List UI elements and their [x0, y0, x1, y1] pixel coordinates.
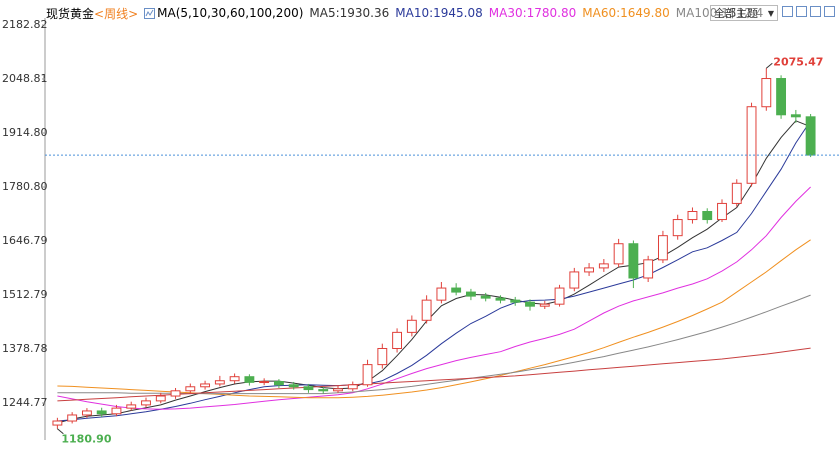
candle-body — [672, 219, 683, 237]
candle-body — [702, 210, 713, 221]
candle-body — [126, 404, 137, 409]
candle-body — [761, 78, 772, 108]
ma-line — [57, 120, 811, 424]
candle-body — [525, 301, 535, 307]
candle-body — [436, 287, 447, 301]
low-label: 1180.90 — [61, 433, 111, 446]
candle-body — [111, 407, 122, 415]
header: 现货黄金 <周线> MA(5,10,30,60,100,200) MA5:1930… — [0, 0, 840, 26]
candle-body — [717, 202, 727, 221]
ma-line — [57, 239, 811, 399]
candle-body — [244, 376, 255, 383]
high-pointer — [765, 62, 773, 69]
candle-body — [790, 114, 801, 118]
candle-body — [347, 384, 358, 390]
candle-body — [185, 386, 196, 392]
candle-body — [643, 259, 654, 279]
candle-body — [746, 106, 757, 184]
legend-entry: MA100:1512.4 — [675, 6, 764, 20]
instrument: 现货黄金 — [46, 6, 95, 21]
icon-button[interactable] — [796, 6, 807, 17]
candle-body — [554, 287, 565, 305]
y-tick-label: 1244.77 — [2, 396, 48, 409]
legend-entry: MA60:1649.80 — [582, 6, 670, 20]
dropdown-arrow: ▼ — [767, 9, 774, 18]
ma-line — [57, 120, 812, 422]
ma-line — [57, 294, 811, 395]
icon-button[interactable] — [810, 6, 821, 17]
candle-body — [214, 380, 225, 385]
candle-body — [141, 400, 151, 406]
legend: MA5:1930.36 MA10:1945.08 MA30:1780.80 MA60:… — [309, 6, 763, 20]
candle-body — [392, 331, 403, 349]
legend-entry: MA30:1780.80 — [488, 6, 577, 20]
candle-body — [406, 319, 417, 333]
y-tick-label: 1646.79 — [2, 234, 48, 247]
theme-label: 全部主题 — [714, 7, 758, 20]
candle-body — [628, 243, 639, 279]
candle-body — [805, 116, 816, 156]
candle-body — [96, 410, 107, 415]
candle-body — [229, 376, 240, 382]
candle-body — [170, 390, 181, 397]
candle-body — [569, 271, 580, 289]
indicator-icon — [144, 7, 156, 19]
candle-body — [318, 389, 329, 392]
candle-body — [333, 388, 343, 392]
low-pointer — [57, 428, 64, 435]
y-tick-label: 1914.80 — [2, 126, 48, 139]
candle-body — [273, 381, 284, 386]
indicator[interactable]: MA(5,10,30,60,100,200) — [144, 6, 303, 20]
legend-entry: MA5:1930.36 — [309, 6, 390, 20]
indicator-label: MA(5,10,30,60,100,200) — [157, 6, 304, 20]
y-tick-label: 1780.80 — [2, 180, 48, 193]
candle-body — [598, 263, 609, 269]
ma-line — [57, 347, 811, 402]
period: <周线> — [94, 6, 139, 21]
high-label: 2075.47 — [773, 55, 823, 68]
candle-body — [421, 299, 432, 321]
candle-body — [510, 299, 521, 303]
candle-body — [200, 383, 211, 388]
candle-body — [776, 78, 787, 116]
icon-button[interactable] — [782, 6, 793, 17]
candle-body — [731, 182, 742, 204]
y-tick-label: 1512.79 — [2, 288, 48, 301]
candle-body — [362, 364, 373, 386]
legend-entry: MA10:1945.08 — [395, 6, 483, 20]
candle-body — [687, 210, 698, 221]
ma-line — [57, 186, 811, 410]
candle-body — [67, 414, 78, 422]
candle-body — [288, 384, 299, 388]
y-tick-label: 2182.82 — [2, 18, 48, 31]
candle-body — [480, 295, 491, 299]
candle-body — [81, 410, 92, 416]
candle-body — [657, 235, 668, 261]
candle-body — [52, 420, 63, 426]
candle-body — [495, 297, 506, 301]
y-tick-label: 2048.81 — [2, 72, 48, 85]
y-tick-label: 1378.78 — [2, 342, 48, 355]
candle-body — [539, 303, 550, 307]
candle-body — [613, 243, 624, 265]
candle-body — [303, 386, 314, 391]
candle-body — [451, 287, 462, 293]
candle-body — [465, 291, 476, 297]
icon-button[interactable] — [824, 6, 835, 17]
candle-body — [155, 395, 166, 402]
candle-body — [377, 347, 388, 366]
theme-button[interactable]: 全部主题 ▼ — [710, 5, 778, 21]
candle-body — [259, 381, 270, 384]
candle-body — [584, 267, 595, 273]
